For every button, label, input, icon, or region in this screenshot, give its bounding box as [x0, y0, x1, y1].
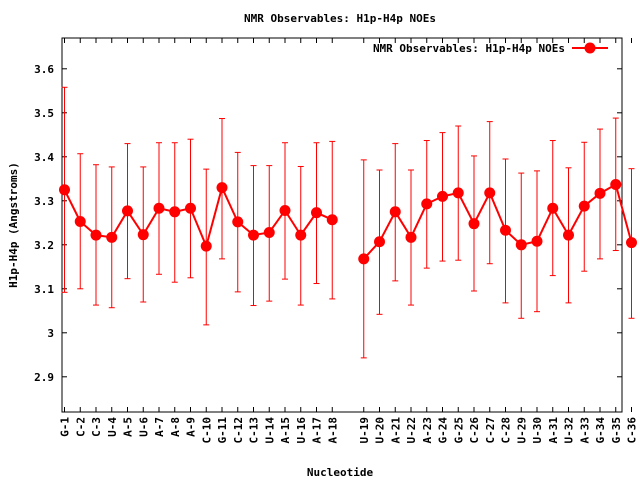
- x-tick-label: U-14: [263, 417, 276, 444]
- y-tick-label: 3.2: [34, 239, 54, 252]
- data-point: [578, 200, 590, 212]
- x-tick-label: A-33: [578, 417, 591, 444]
- x-tick-label: A-9: [185, 417, 198, 437]
- x-tick-label: C-26: [468, 417, 481, 444]
- data-point: [90, 229, 102, 241]
- x-tick-label: A-18: [326, 417, 339, 444]
- x-tick-label: A-31: [547, 417, 560, 444]
- data-point: [389, 206, 401, 218]
- data-point: [153, 202, 165, 214]
- data-point: [515, 239, 527, 251]
- y-axis-label: H1p-H4p (Angstroms): [7, 162, 20, 288]
- x-axis-label: Nucleotide: [307, 466, 374, 479]
- data-point: [326, 214, 338, 226]
- x-tick-label: A-15: [279, 417, 292, 444]
- x-tick-label: C-2: [74, 417, 87, 437]
- data-point: [311, 207, 322, 219]
- x-axis: G-1 C-2 C-3 U-4 A-5 U-6 A-7 A-8 A-9 C-10 G-11 C-12 C…: [59, 38, 639, 444]
- x-tick-label: C-13: [248, 417, 261, 444]
- data-point: [295, 229, 307, 241]
- x-tick-label: G-24: [437, 417, 450, 444]
- series-line-segment-1: [63, 184, 333, 250]
- x-tick-label: G-34: [594, 417, 607, 444]
- data-point: [563, 229, 574, 241]
- legend-label: NMR Observables: H1p-H4p NOEs: [373, 42, 565, 55]
- data-point: [279, 204, 291, 216]
- x-tick-label: C-28: [500, 417, 513, 444]
- x-tick-label: C-27: [484, 417, 497, 444]
- y-tick-label: 3.1: [34, 283, 54, 296]
- y-tick-label: 3.4: [34, 151, 54, 164]
- x-tick-label: G-1: [59, 417, 72, 437]
- data-point: [232, 216, 244, 228]
- data-point: [374, 236, 385, 248]
- x-tick-label: U-4: [106, 417, 119, 437]
- data-point: [500, 224, 511, 236]
- data-point: [452, 187, 464, 199]
- data-point: [169, 206, 181, 218]
- data-point: [610, 179, 622, 191]
- x-tick-label: C-10: [200, 417, 213, 444]
- series-line-segment-2: [363, 183, 633, 260]
- series-group: [59, 86, 637, 359]
- chart-title: NMR Observables: H1p-H4p NOEs: [244, 12, 436, 25]
- x-tick-label: C-12: [232, 417, 245, 444]
- data-point: [484, 187, 496, 199]
- data-point: [263, 226, 275, 238]
- data-point: [200, 240, 212, 252]
- x-tick-label: A-8: [169, 417, 182, 437]
- data-point: [358, 253, 370, 265]
- data-point: [137, 229, 149, 241]
- data-point: [547, 202, 559, 214]
- x-tick-label: U-6: [137, 417, 150, 437]
- x-tick-label: U-30: [531, 417, 544, 444]
- data-point: [421, 198, 433, 210]
- x-tick-label: G-25: [452, 417, 465, 444]
- y-tick-label: 3.6: [34, 63, 54, 76]
- y-tick-label: 3: [47, 327, 54, 340]
- x-tick-label: A-23: [421, 417, 434, 444]
- data-point: [122, 205, 133, 217]
- x-tick-label: U-19: [358, 417, 371, 444]
- data-point: [248, 229, 259, 241]
- data-point: [531, 235, 543, 247]
- x-tick-label: G-35: [610, 417, 623, 444]
- y-axis: 2.9 3 3.1 3.2 3.3 3.4 3.5 3.6: [34, 63, 622, 384]
- legend: NMR Observables: H1p-H4p NOEs: [373, 42, 608, 55]
- x-tick-label: A-21: [389, 417, 402, 444]
- legend-marker-swatch: [584, 42, 596, 54]
- data-point: [626, 237, 637, 249]
- x-tick-label: A-7: [153, 417, 166, 437]
- x-tick-label: U-20: [374, 417, 387, 444]
- x-tick-label: A-5: [122, 417, 135, 437]
- data-point: [594, 187, 606, 199]
- plot-frame: [61, 37, 623, 413]
- data-point: [106, 231, 118, 243]
- data-point: [216, 182, 228, 194]
- x-tick-label: U-29: [515, 417, 528, 444]
- y-tick-label: 3.3: [34, 195, 54, 208]
- x-tick-label: C-36: [626, 417, 639, 444]
- data-point: [468, 218, 480, 230]
- y-tick-label: 3.5: [34, 107, 54, 120]
- x-tick-label: U-16: [295, 417, 308, 444]
- x-tick-label: U-32: [563, 417, 576, 444]
- data-point: [185, 202, 196, 214]
- x-tick-label: U-22: [405, 417, 418, 444]
- data-point: [59, 184, 70, 196]
- x-tick-label: A-17: [311, 417, 324, 444]
- x-tick-label: G-11: [216, 417, 229, 444]
- x-tick-label: C-3: [90, 417, 103, 437]
- data-point: [437, 190, 448, 202]
- data-point: [74, 215, 86, 227]
- data-point: [405, 231, 417, 243]
- y-tick-label: 2.9: [34, 371, 54, 384]
